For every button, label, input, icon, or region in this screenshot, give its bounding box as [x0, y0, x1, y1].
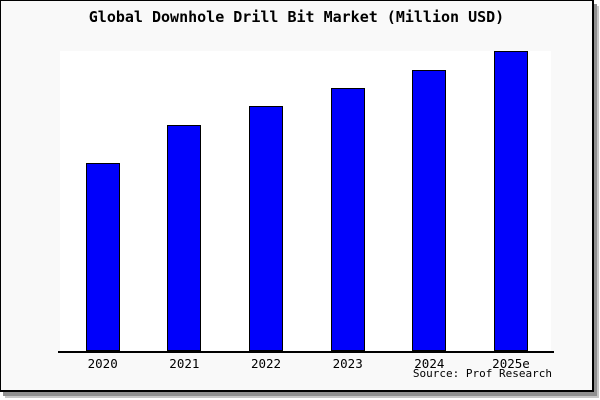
chart-frame: Global Downhole Drill Bit Market (Millio… — [0, 0, 594, 392]
bar-2021 — [167, 125, 202, 351]
x-tick-label-2021: 2021 — [169, 356, 200, 371]
x-tick-label-2025e: 2025e — [492, 356, 530, 371]
source-note: Source: Prof Research — [412, 367, 552, 380]
plot-area — [60, 51, 551, 351]
x-tick-label-2023: 2023 — [332, 356, 363, 371]
x-tick-label-2020: 2020 — [87, 356, 118, 371]
chart-title: Global Downhole Drill Bit Market (Millio… — [88, 8, 505, 26]
bar-2024 — [412, 70, 447, 351]
bar-2022 — [249, 106, 284, 351]
x-axis-line — [58, 351, 554, 353]
bar-2023 — [330, 88, 365, 351]
x-tick-label-2024: 2024 — [414, 356, 445, 371]
bar-2020 — [85, 163, 120, 351]
x-tick-label-2022: 2022 — [250, 356, 282, 371]
bar-2025e — [494, 51, 528, 351]
